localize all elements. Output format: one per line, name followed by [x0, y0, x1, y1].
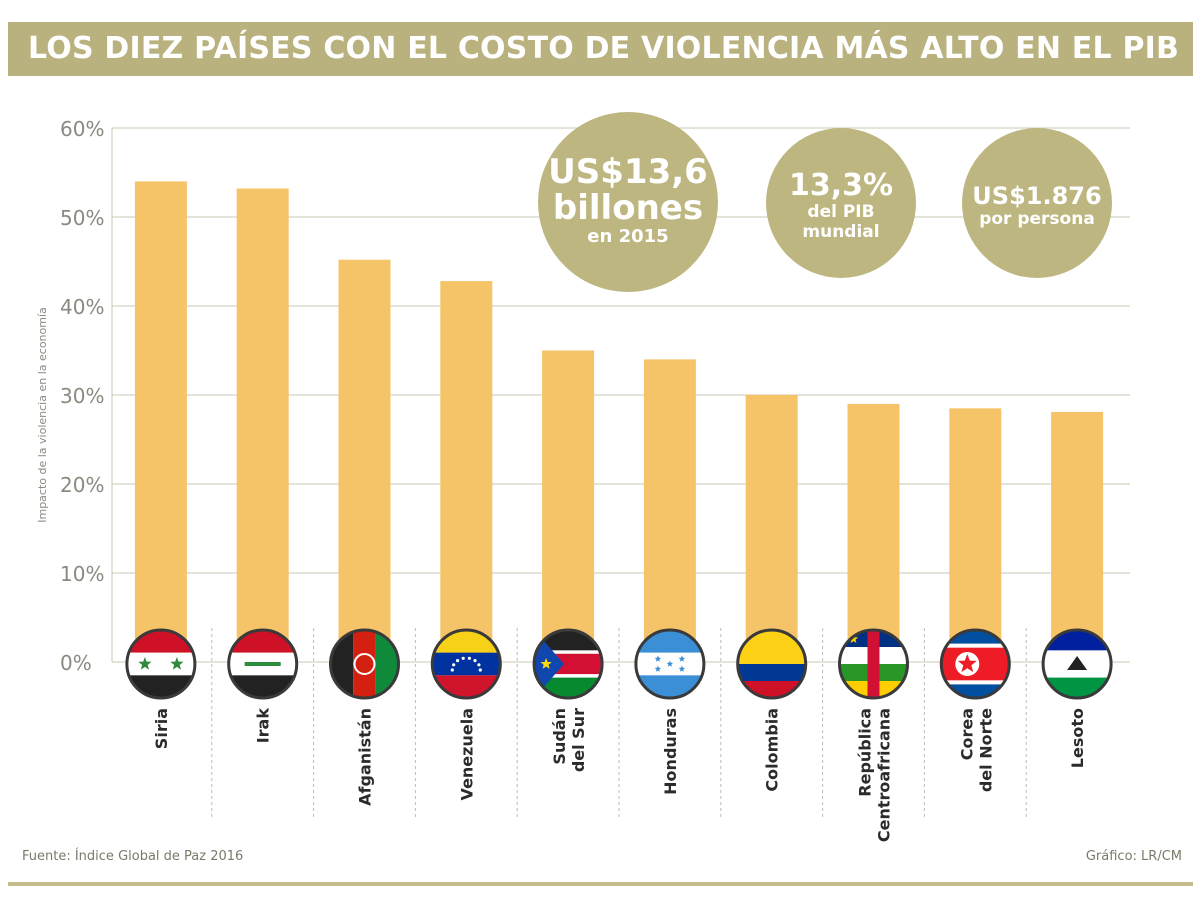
lesotho-flag-icon [1041, 628, 1113, 700]
stat-gdp-big: 13,3% [788, 168, 894, 203]
flag-outline [736, 628, 808, 700]
credit-note: Gráfico: LR/CM [1085, 849, 1182, 864]
chart-title: LOS DIEZ PAÍSES CON EL COSTO DE VIOLENCI… [28, 31, 1180, 66]
flag-outline [329, 628, 400, 700]
bar [542, 350, 595, 662]
x-tick-label: Colombia [763, 708, 782, 792]
stat-total-small: en 2015 [587, 226, 669, 247]
stat-bubble-gdp: 13,3% del PIB mundial [766, 128, 916, 278]
bar [440, 281, 493, 662]
x-tick-label-line: Siria [152, 708, 171, 749]
x-tick-label: Lesoto [1068, 708, 1087, 768]
bar [338, 259, 391, 662]
stat-bubble-total: US$13,6 billones en 2015 [538, 112, 718, 292]
x-tick-label-line: del Norte [976, 708, 995, 792]
y-tick-label: 60% [60, 117, 104, 141]
stat-person-big: US$1.876 [972, 182, 1102, 210]
flag-outline [1041, 628, 1113, 700]
stat-total-mid: billones [552, 188, 704, 228]
x-tick-label: Irak [254, 708, 273, 744]
stat-gdp-mid: del PIB [807, 202, 875, 222]
afghanistan-flag-icon [329, 628, 400, 700]
flag-outline [227, 628, 299, 700]
x-tick-label: Coreadel Norte [957, 708, 995, 792]
flag-outline [430, 628, 502, 700]
y-tick-label: 50% [60, 206, 104, 230]
y-tick-label: 10% [60, 562, 104, 586]
x-tick-label-line: Colombia [763, 708, 782, 792]
y-tick-label: 20% [60, 473, 104, 497]
x-tick-label: Honduras [661, 708, 680, 795]
title-banner: LOS DIEZ PAÍSES CON EL COSTO DE VIOLENCI… [8, 22, 1193, 76]
flag-outline [532, 628, 604, 700]
flag-outline [634, 628, 706, 700]
venezuela-flag-icon [430, 628, 502, 700]
colombia-flag-icon [736, 628, 808, 700]
y-tick-label: 40% [60, 295, 104, 319]
x-tick-label: RepúblicaCentroafricana [856, 708, 894, 842]
stat-bubble-per-person: US$1.876 por persona [962, 128, 1112, 278]
bar [745, 395, 798, 662]
x-tick-label-line: Sudán [550, 708, 569, 765]
y-axis-title: Impacto de la violencia en la economía [36, 307, 49, 523]
bar [847, 403, 900, 662]
flag-outline [125, 628, 197, 700]
bar [643, 359, 696, 662]
x-tick-label-line: Lesoto [1068, 708, 1087, 768]
x-tick-label-line: Corea [957, 708, 976, 760]
x-tick-label: Afganistán [356, 708, 375, 806]
x-tick-label-line: Centroafricana [875, 708, 894, 842]
stat-person-mid: por persona [979, 209, 1095, 229]
x-tick-label-line: Honduras [661, 708, 680, 795]
syria-flag-icon [125, 628, 197, 700]
x-tick-label: Venezuela [457, 708, 476, 800]
y-tick-label: 0% [60, 651, 92, 675]
bottom-rule [8, 882, 1193, 886]
iraq-flag-icon [227, 628, 299, 700]
x-tick-label-line: República [856, 708, 875, 797]
x-tick-label-line: Afganistán [356, 708, 375, 806]
bar [134, 181, 187, 662]
source-note: Fuente: Índice Global de Paz 2016 [22, 849, 244, 864]
bar [949, 408, 1002, 662]
x-tick-label: Siria [152, 708, 171, 749]
honduras-flag-icon [634, 628, 706, 700]
x-tick-label-line: Venezuela [457, 708, 476, 800]
flag-outline [838, 628, 909, 700]
bar [1051, 411, 1104, 662]
bar [236, 188, 289, 662]
x-tick-label: Sudándel Sur [550, 708, 588, 772]
north-korea-flag-icon [939, 628, 1011, 700]
stat-gdp-small: mundial [802, 222, 880, 242]
flag-outline [939, 628, 1011, 700]
y-tick-label: 30% [60, 384, 104, 408]
x-tick-label-line: del Sur [569, 708, 588, 772]
south-sudan-flag-icon [532, 628, 604, 700]
stat-total-big: US$13,6 [548, 152, 708, 192]
x-tick-label-line: Irak [254, 708, 273, 744]
central-african-republic-flag-icon [838, 628, 909, 700]
